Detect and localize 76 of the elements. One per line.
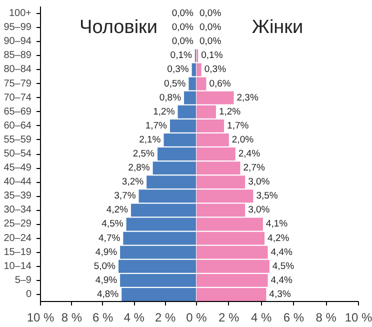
y-tick-label: 85–89 [4, 50, 32, 62]
text: Жінки [252, 17, 304, 38]
data-label: 2,7% [243, 162, 266, 174]
data-label: 3,0% [248, 204, 270, 216]
y-tick-label: 20–24 [4, 232, 32, 244]
data-label: 4,5% [272, 260, 295, 272]
data-label: 1,2% [218, 106, 242, 118]
data-label: 4,2% [268, 232, 290, 244]
x-tick-label: 2 % [154, 310, 176, 324]
data-label: 2,4% [238, 148, 261, 160]
data-label: 0,0% [200, 22, 222, 34]
data-label: 4,4% [270, 274, 293, 286]
data-label: 4,4% [270, 246, 293, 258]
data-label: 2,0% [232, 134, 254, 146]
data-label: 4,3% [269, 288, 292, 300]
data-label: 0,0% [172, 22, 194, 34]
data-label: 2,5% [132, 148, 156, 160]
data-label: 0,0% [200, 8, 222, 20]
data-label: 4,8% [96, 288, 120, 300]
y-tick-label: 65–69 [4, 106, 32, 118]
y-tick-label: 55–59 [4, 134, 32, 146]
data-label: 0,1% [170, 50, 192, 62]
y-tick-label: 5–9 [14, 274, 32, 286]
data-label: 0,0% [172, 36, 194, 48]
y-tick-label: 25–29 [4, 218, 32, 230]
y-tick-label: 80–84 [4, 64, 32, 76]
y-tick-label: 30–34 [4, 204, 32, 216]
y-tick-label: 90–94 [4, 36, 32, 48]
data-label: 1,7% [145, 120, 168, 132]
data-label: 4,7% [98, 232, 121, 244]
y-tick-label: 60–64 [4, 120, 32, 132]
y-tick-label: 95–99 [4, 22, 32, 34]
y-tick-label: 35–39 [4, 190, 32, 202]
data-label: 4,2% [106, 204, 129, 216]
y-tick-label: 15–19 [4, 246, 32, 258]
data-label: 0,3% [204, 64, 227, 76]
data-label: 2,3% [236, 92, 259, 104]
data-label: 4,1% [266, 218, 288, 230]
x-tick-label: 6 % [283, 310, 304, 324]
data-label: 0,3% [167, 64, 190, 76]
data-label: 3,0% [248, 176, 270, 188]
y-tick-label: 70–74 [4, 92, 32, 104]
data-label: 3,2% [122, 176, 144, 188]
y-tick-label: 45–49 [4, 162, 32, 174]
data-label: 2,8% [128, 162, 150, 174]
x-tick-label: 10 % [344, 310, 372, 324]
data-label: 3,7% [114, 190, 136, 202]
text: Чоловіки [80, 17, 158, 38]
y-tick-label: 50–54 [4, 148, 32, 160]
x-tick-label: 4 % [250, 310, 272, 324]
data-label: 4,5% [102, 218, 124, 230]
x-tick-label: 8 % [61, 310, 82, 324]
x-tick-label: 8 % [316, 310, 337, 324]
data-label: 4,9% [95, 246, 118, 258]
data-label: 4,9% [95, 274, 118, 286]
y-tick-label: 40–44 [4, 176, 32, 188]
data-label: 0,6% [209, 78, 232, 90]
x-tick-label: 10 % [26, 310, 55, 324]
y-tick-label: 75–79 [4, 78, 32, 90]
data-label: 3,5% [256, 190, 278, 202]
data-label: 0,0% [200, 36, 222, 48]
data-label: 5,0% [94, 260, 116, 272]
data-label: 0,8% [159, 92, 182, 104]
y-tick-label: 100+ [8, 8, 32, 20]
x-tick-label: 4 % [124, 310, 145, 324]
x-tick-label: 0 % [186, 310, 208, 324]
data-label: 0,5% [164, 78, 186, 90]
x-tick-label: 6 % [92, 310, 114, 324]
data-label: 0,1% [201, 50, 224, 62]
x-tick-label: 2 % [218, 310, 240, 324]
data-label: 1,7% [227, 120, 250, 132]
y-tick-label: 10–14 [4, 260, 32, 272]
data-label: 1,2% [153, 106, 176, 118]
data-label: 0,0% [172, 8, 194, 20]
y-tick-label: 0 [26, 288, 32, 300]
data-label: 2,1% [139, 134, 162, 146]
